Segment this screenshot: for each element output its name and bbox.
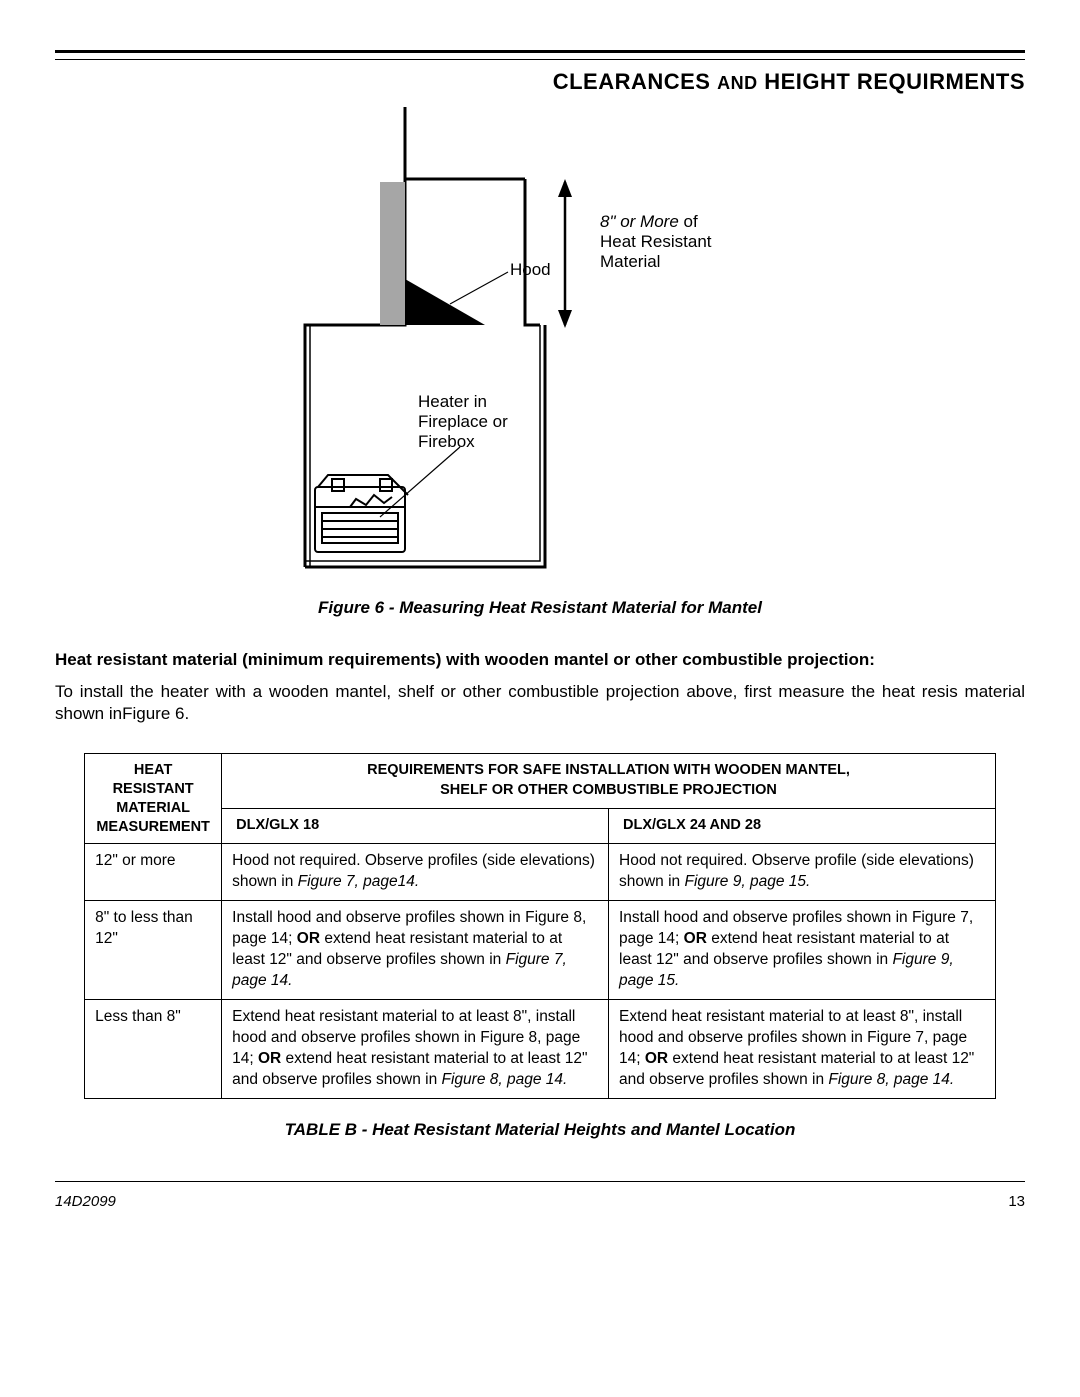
th-main-1: REQUIREMENTS FOR SAFE INSTALLATION WITH … [367,762,850,778]
th-requirements: REQUIREMENTS FOR SAFE INSTALLATION WITH … [222,753,996,808]
section-title-post: HEIGHT REQUIRMENTS [758,69,1025,94]
th-l3: MEASUREMENT [96,819,210,835]
t: OR [645,1050,668,1067]
t: Figure 7, page14. [298,873,420,890]
top-rule-thick [55,50,1025,53]
th-measurement: HEAT RESISTANT MATERIAL MEASUREMENT [85,753,222,843]
cell-measure: Less than 8" [85,999,222,1098]
paragraph-heading: Heat resistant material (minimum require… [55,649,1025,671]
cell-measure: 12" or more [85,844,222,901]
t: OR [684,930,707,947]
t: Figure 9, page 15. [684,873,810,890]
section-title-pre: CLEARANCES [553,69,717,94]
t: Figure 8, page 14. [442,1071,568,1088]
th-dlx24: DLX/GLX 24 AND 28 [609,809,996,844]
footer-rule [55,1181,1025,1182]
cell-measure: 8" to less than 12" [85,901,222,1000]
th-dlx18: DLX/GLX 18 [222,809,609,844]
table-row: 12" or more Hood not required. Observe p… [85,844,996,901]
doc-number: 14D2099 [55,1192,116,1212]
t: OR [297,930,320,947]
figure-6-caption: Figure 6 - Measuring Heat Resistant Mate… [55,597,1025,619]
figure-6-diagram: Hood Heater in Fireplace or Firebox 8" o… [55,107,1025,577]
label-hood: Hood [510,260,551,279]
cell-b: Install hood and observe profiles shown … [609,901,996,1000]
th-l1: HEAT RESISTANT [113,762,194,797]
section-title-small: AND [717,73,758,93]
cell-b: Hood not required. Observe profile (side… [609,844,996,901]
t: Figure 8, page 14. [828,1071,954,1088]
body-paragraph: To install the heater with a wooden mant… [55,681,1025,725]
requirements-table: HEAT RESISTANT MATERIAL MEASUREMENT REQU… [84,753,996,1099]
page-footer: 14D2099 13 [55,1192,1025,1212]
section-title: CLEARANCES AND HEIGHT REQUIRMENTS [55,68,1025,97]
th-l2: MATERIAL [116,800,190,816]
cell-a: Install hood and observe profiles shown … [222,901,609,1000]
cell-a: Hood not required. Observe profiles (sid… [222,844,609,901]
table-b-caption: TABLE B - Heat Resistant Material Height… [55,1119,1025,1141]
t: OR [258,1050,281,1067]
cell-a: Extend heat resistant material to at lea… [222,999,609,1098]
top-rule-thin [55,59,1025,60]
table-row: Less than 8" Extend heat resistant mater… [85,999,996,1098]
table-row: 8" to less than 12" Install hood and obs… [85,901,996,1000]
cell-b: Extend heat resistant material to at lea… [609,999,996,1098]
body-text-ref: Figure 6. [122,704,189,723]
label-8in: 8" or More of Heat Resistant Material [600,212,716,271]
page-number: 13 [1008,1192,1025,1212]
th-main-2: SHELF OR OTHER COMBUSTIBLE PROJECTION [440,782,777,798]
body-text-pre: To install the heater with a wooden mant… [55,682,1025,723]
label-heater: Heater in Fireplace or Firebox [418,392,513,451]
